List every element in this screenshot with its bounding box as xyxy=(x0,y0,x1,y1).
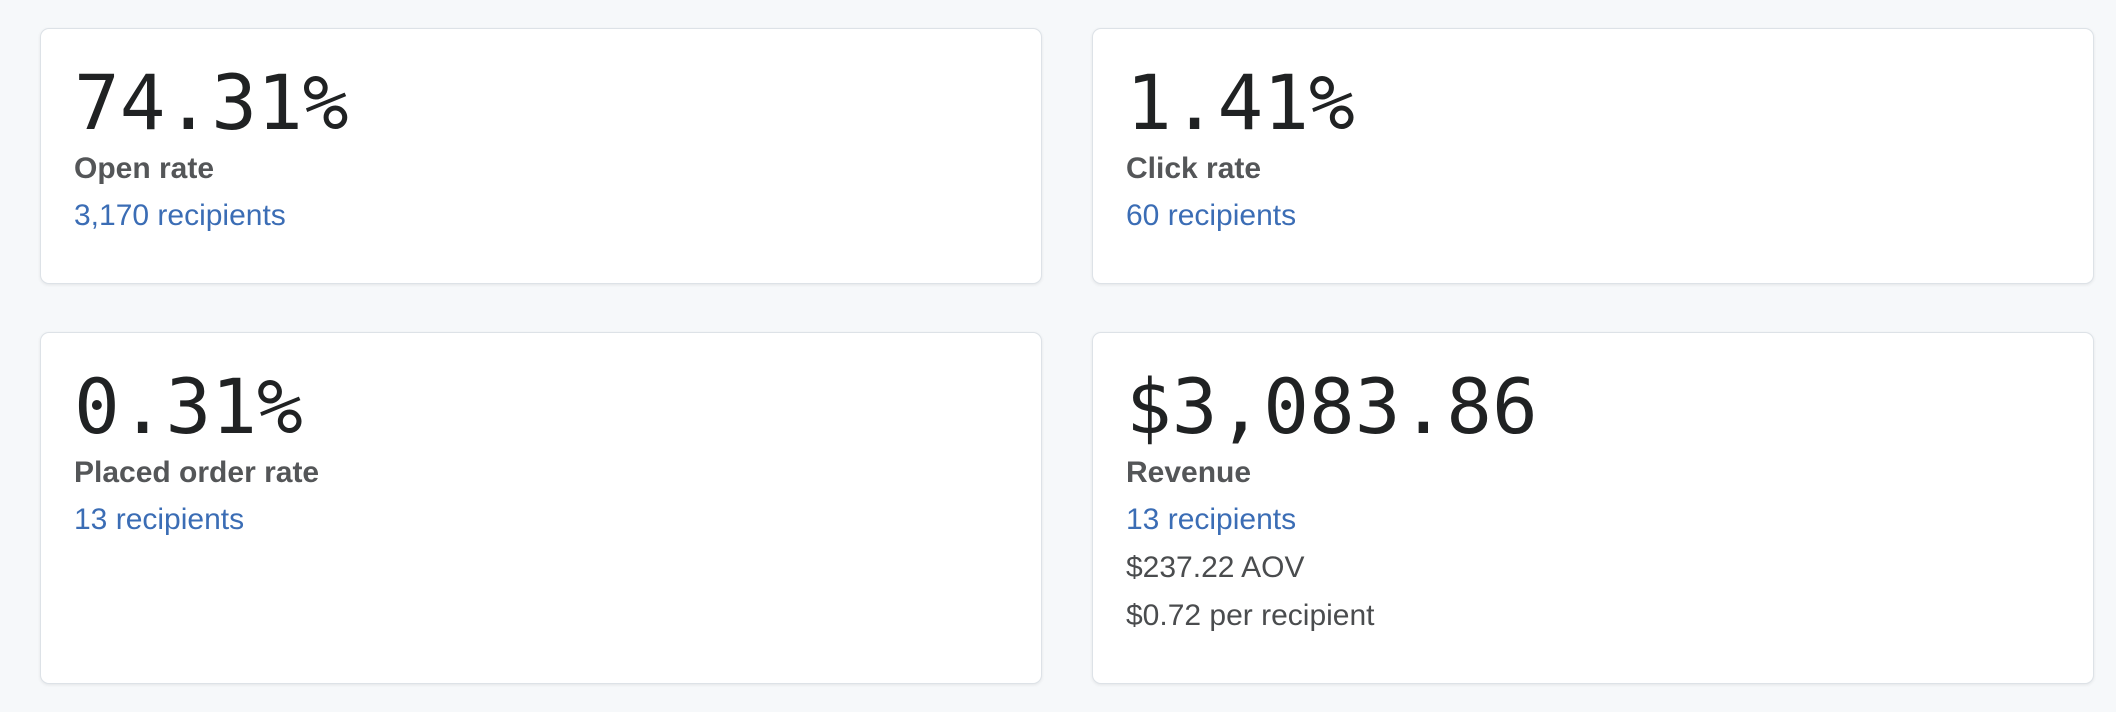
placed-order-rate-label: Placed order rate xyxy=(74,456,320,489)
placed-order-rate-recipients-link[interactable]: 13 recipients xyxy=(74,503,245,536)
open-rate-recipients-link[interactable]: 3,170 recipients xyxy=(74,199,286,232)
revenue-recipients-link[interactable]: 13 recipients xyxy=(1126,503,1297,536)
click-rate-recipients-link[interactable]: 60 recipients xyxy=(1126,199,1297,232)
revenue-value: $3,083.86 xyxy=(1126,362,1538,451)
click-rate-value: 1.41% xyxy=(1126,58,1355,147)
open-rate-value: 74.31% xyxy=(74,58,349,147)
placed-order-rate-value: 0.31% xyxy=(74,362,303,451)
revenue-card: $3,083.86 Revenue 13 recipients $237.22 … xyxy=(1092,332,2094,684)
open-rate-label: Open rate xyxy=(74,152,215,185)
revenue-aov: $237.22 AOV xyxy=(1126,551,1305,584)
revenue-per-recipient: $0.72 per recipient xyxy=(1126,599,1375,632)
revenue-label: Revenue xyxy=(1126,456,1252,489)
click-rate-label: Click rate xyxy=(1126,152,1262,185)
click-rate-card: 1.41% Click rate 60 recipients xyxy=(1092,28,2094,284)
open-rate-card: 74.31% Open rate 3,170 recipients xyxy=(40,28,1042,284)
placed-order-rate-card: 0.31% Placed order rate 13 recipients xyxy=(40,332,1042,684)
